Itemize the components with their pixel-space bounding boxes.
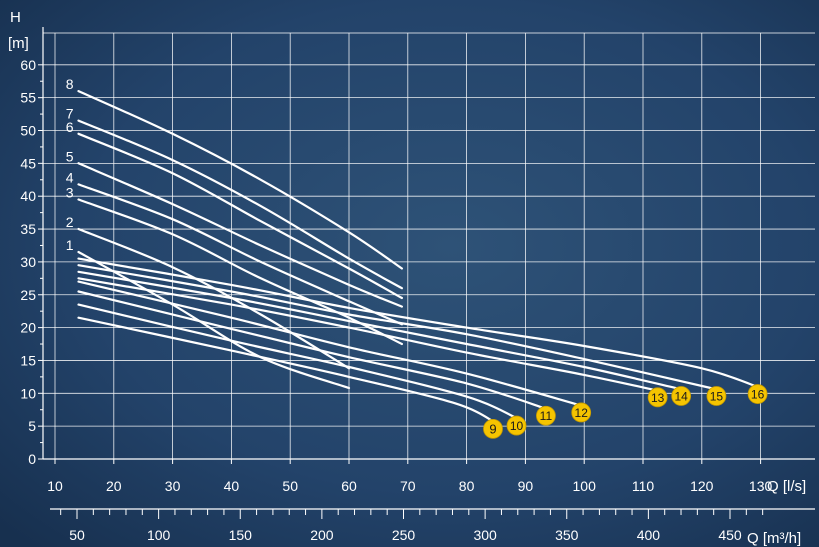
x-tick-label: 40 <box>224 478 240 494</box>
x2-tick-label: 300 <box>473 527 497 543</box>
curve-badge-13 <box>647 387 668 408</box>
y-tick-label: 5 <box>28 418 36 434</box>
x2-tick-label: 250 <box>392 527 416 543</box>
curve-badge-15 <box>706 386 727 406</box>
curves <box>77 90 762 424</box>
x2-tick-label: 100 <box>147 527 171 543</box>
x-tick-label: 110 <box>632 478 655 494</box>
curve-4 <box>77 183 403 326</box>
curve-10 <box>77 303 521 421</box>
x-tick-label: 120 <box>690 478 714 494</box>
x2-tick-label: 400 <box>637 527 661 543</box>
y-axis-name: H <box>10 9 21 26</box>
curve-9 <box>77 316 498 424</box>
y-tick-label: 30 <box>20 254 36 270</box>
curve-label-13: 13 <box>651 391 665 405</box>
curve-7 <box>77 119 403 290</box>
y-tick-label: 45 <box>20 155 36 171</box>
curve-label-1: 1 <box>66 237 74 253</box>
curve-8 <box>77 90 403 270</box>
curve-label-6: 6 <box>66 119 74 135</box>
curve-label-2: 2 <box>66 214 74 230</box>
axes: H [m] Q [l/s] Q [m³/h] <box>8 9 806 547</box>
x-tick-label: 90 <box>518 478 534 494</box>
x-tick-label: 130 <box>749 478 773 494</box>
curve-6 <box>77 132 403 300</box>
curve-label-12: 12 <box>575 406 589 420</box>
curve-16 <box>77 257 762 390</box>
curve-label-7: 7 <box>66 106 74 122</box>
x2-tick-label: 200 <box>310 527 334 543</box>
x-tick-label: 70 <box>400 478 416 494</box>
curve-badge-9 <box>483 418 503 439</box>
curve-label-15: 15 <box>710 390 724 404</box>
curve-15 <box>77 264 721 392</box>
curve-label-14: 14 <box>674 390 688 404</box>
y-tick-label: 25 <box>20 287 36 303</box>
x-axis-label: Q [l/s] <box>767 478 806 495</box>
curve-11 <box>77 290 550 411</box>
curve-label-3: 3 <box>66 184 74 200</box>
y-tick-label: 15 <box>20 352 36 368</box>
x2-tick-label: 450 <box>718 527 742 543</box>
curve-badge-14 <box>671 386 692 406</box>
y-tick-label: 10 <box>20 385 36 401</box>
curve-12 <box>77 280 586 408</box>
x2-axis-label: Q [m³/h] <box>747 530 801 547</box>
x-tick-label: 50 <box>282 478 298 494</box>
y-tick-label: 40 <box>20 188 36 204</box>
x-tick-label: 20 <box>106 478 122 494</box>
curve-label-8: 8 <box>66 76 74 92</box>
x-tick-label: 10 <box>47 478 63 494</box>
x-tick-label: 60 <box>341 478 357 494</box>
curve-5 <box>77 162 403 308</box>
curve-13 <box>77 277 662 393</box>
y-tick-label: 35 <box>20 221 36 237</box>
curve-badge-10 <box>506 415 527 436</box>
y-axis-unit: [m] <box>8 35 29 52</box>
curve-14 <box>77 270 686 392</box>
x-tick-label: 100 <box>573 478 597 494</box>
curve-label-5: 5 <box>66 148 74 164</box>
x2-tick-label: 50 <box>69 527 85 543</box>
x-tick-label: 80 <box>459 478 475 494</box>
curve-label-9: 9 <box>489 421 496 436</box>
y-tick-label: 55 <box>20 90 36 106</box>
curve-label-16: 16 <box>751 388 765 402</box>
curve-badge-12 <box>571 402 592 423</box>
x-tick-label: 30 <box>165 478 181 494</box>
y-tick-label: 0 <box>28 451 36 467</box>
curve-label-4: 4 <box>66 169 74 185</box>
x2-tick-label: 350 <box>555 527 579 543</box>
x2-tick-label: 150 <box>229 527 253 543</box>
y-tick-label: 60 <box>20 57 36 73</box>
y-tick-label: 50 <box>20 123 36 139</box>
curve-1 <box>77 250 351 390</box>
y-tick-label: 20 <box>20 320 36 336</box>
curve-label-10: 10 <box>510 419 524 433</box>
curve-badge-11 <box>536 405 556 426</box>
curve-label-11: 11 <box>540 409 553 423</box>
grid <box>42 27 815 460</box>
curve-badge-16 <box>747 384 768 404</box>
